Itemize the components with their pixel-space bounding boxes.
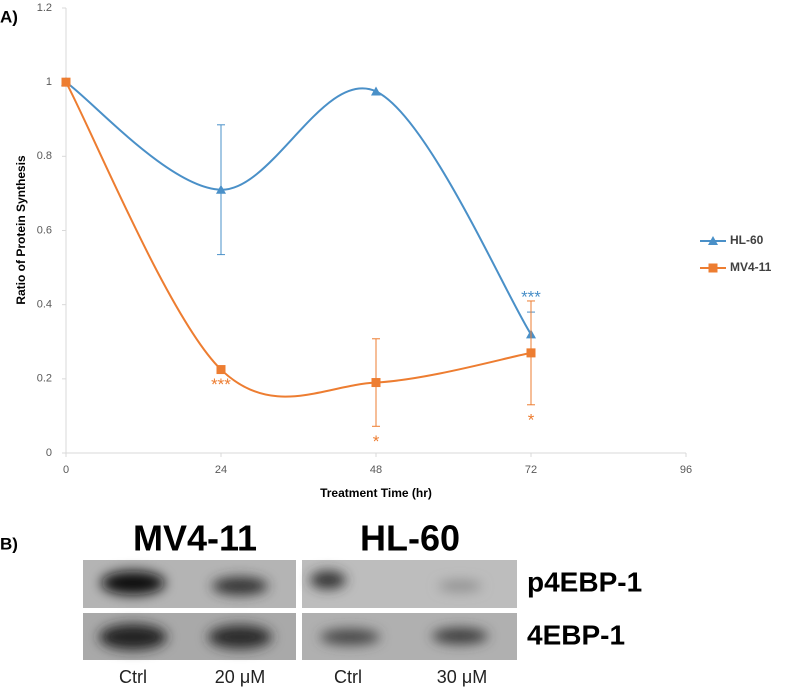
row-label: 4EBP-1 [527, 619, 625, 650]
lane-label: 20 μM [215, 667, 265, 687]
point [708, 236, 718, 245]
y-tick-label: 0.8 [37, 150, 52, 162]
group-label: HL-60 [360, 518, 460, 559]
y-axis-label: Ratio of Protein Synthesis [14, 155, 28, 305]
panel-label: B) [0, 534, 18, 553]
x-tick-label: 96 [680, 464, 692, 476]
significance: *** [211, 375, 231, 394]
legend-label: MV4-11 [730, 260, 772, 274]
x-tick-label: 72 [525, 464, 537, 476]
significance: * [528, 410, 535, 429]
y-tick-label: 1.2 [37, 2, 52, 14]
significance: *** [521, 288, 541, 307]
point [216, 184, 226, 194]
y-tick-label: 0 [46, 447, 52, 459]
x-tick-label: 0 [63, 464, 69, 476]
x-tick-label: 24 [215, 464, 227, 476]
point [371, 378, 381, 388]
significance: * [373, 432, 380, 451]
panel-b: B) MV4-11 HL-60 p4EBP-1 4EBP-1 Ctrl 20 μ… [0, 518, 642, 687]
point [216, 365, 226, 375]
y-tick-label: 0.4 [37, 299, 52, 311]
y-tick-label: 0.2 [37, 373, 52, 385]
y-tick-label: 0.6 [37, 224, 52, 236]
row-label: p4EBP-1 [527, 566, 642, 597]
panel-label: A) [0, 7, 18, 26]
lane-label: Ctrl [334, 667, 362, 687]
x-axis-label: Treatment Time (hr) [320, 486, 432, 500]
point [371, 86, 381, 96]
lane-label: 30 μM [437, 667, 487, 687]
series-line [65, 81, 532, 335]
x-tick-label: 48 [370, 464, 382, 476]
point [708, 263, 718, 273]
y-tick-label: 1 [46, 76, 52, 88]
bands [99, 571, 488, 650]
group-label: MV4-11 [133, 518, 257, 559]
point [526, 348, 536, 358]
point [61, 77, 71, 87]
series-line [65, 81, 532, 398]
legend-label: HL-60 [730, 233, 764, 247]
lane-label: Ctrl [119, 667, 147, 687]
